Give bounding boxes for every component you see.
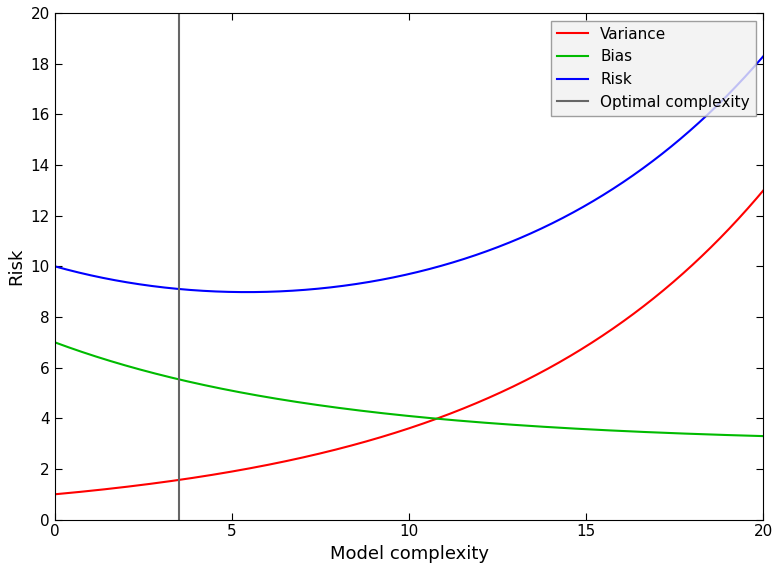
X-axis label: Model complexity: Model complexity bbox=[330, 545, 488, 563]
Legend: Variance, Bias, Risk, Optimal complexity: Variance, Bias, Risk, Optimal complexity bbox=[551, 21, 756, 116]
Y-axis label: Risk: Risk bbox=[7, 247, 25, 285]
